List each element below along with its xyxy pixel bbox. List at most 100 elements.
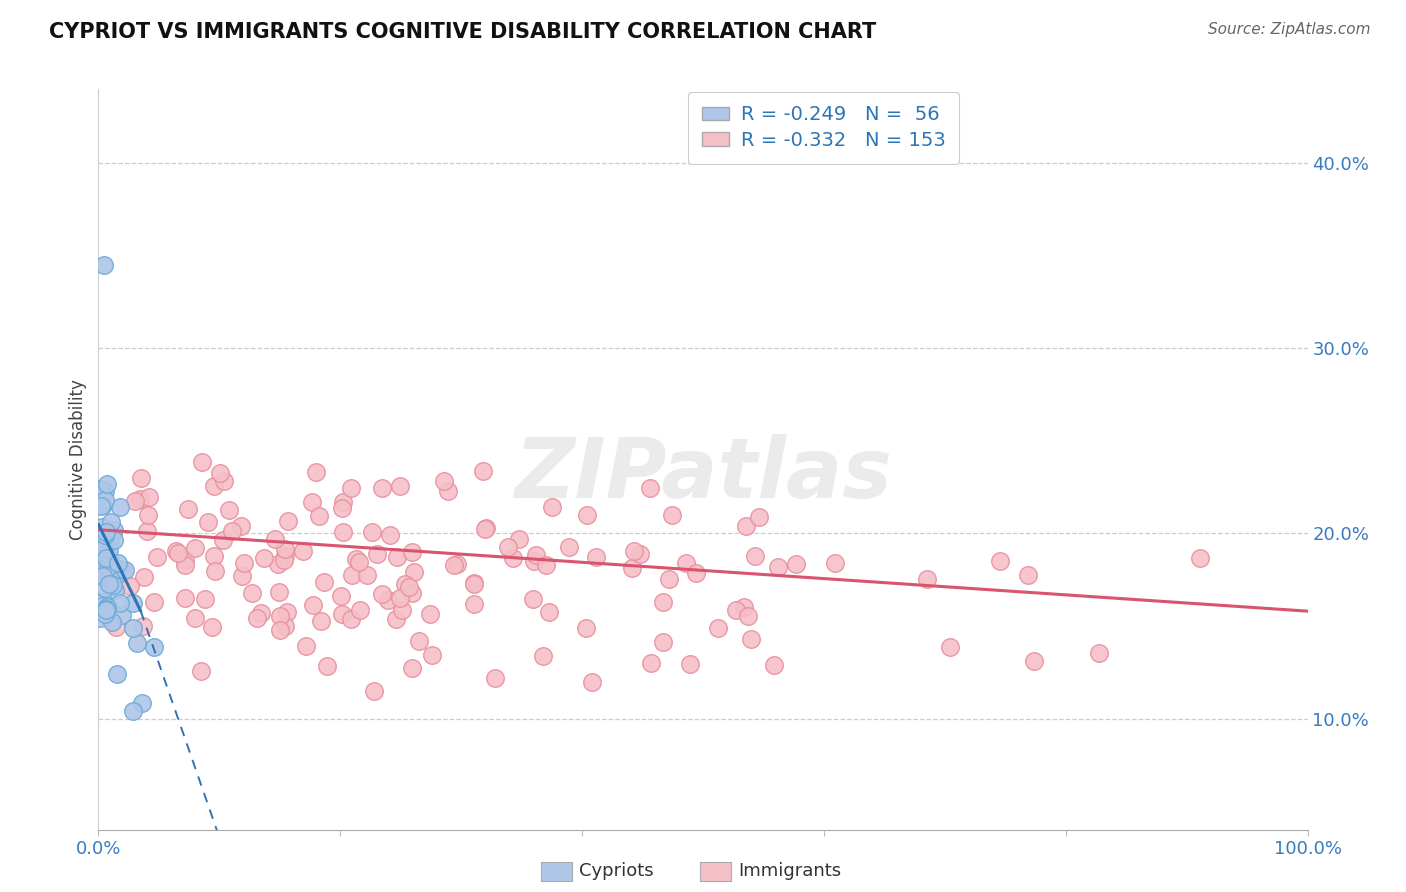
Point — [89, 482, 111, 496]
Point — [915, 573, 938, 587]
Point — [143, 595, 166, 609]
Point — [502, 550, 524, 565]
Point — [536, 558, 558, 572]
Point — [420, 648, 443, 662]
Point — [463, 576, 485, 591]
Point — [371, 587, 394, 601]
Point — [277, 514, 299, 528]
Point — [252, 550, 274, 565]
Point — [118, 579, 141, 593]
Point — [541, 500, 564, 514]
Point — [191, 455, 214, 469]
Point — [361, 524, 384, 539]
Point — [766, 559, 789, 574]
Point — [581, 674, 603, 689]
Point — [652, 595, 675, 609]
Point — [107, 556, 129, 570]
Point — [340, 567, 363, 582]
Point — [531, 649, 554, 664]
Point — [104, 582, 127, 597]
Point — [231, 568, 253, 582]
Text: Immigrants: Immigrants — [738, 863, 841, 880]
Point — [735, 519, 758, 533]
Point — [100, 615, 122, 630]
Point — [94, 493, 117, 508]
Text: Source: ZipAtlas.com: Source: ZipAtlas.com — [1208, 22, 1371, 37]
Point — [273, 553, 295, 567]
Point — [498, 541, 520, 555]
Point — [398, 580, 420, 594]
Point — [105, 566, 128, 581]
Point — [97, 531, 120, 545]
Point — [575, 508, 598, 522]
Point — [93, 541, 115, 556]
Point — [111, 564, 134, 578]
Point — [349, 603, 371, 617]
Point — [105, 620, 128, 634]
Point — [309, 614, 332, 628]
Point — [344, 552, 367, 566]
Point — [522, 591, 544, 606]
Point — [264, 532, 287, 546]
Point — [134, 570, 156, 584]
Point — [585, 549, 607, 564]
Point — [96, 602, 118, 616]
Point — [472, 464, 495, 478]
Point — [167, 545, 190, 559]
Point — [103, 533, 125, 547]
Point — [401, 586, 423, 600]
Point — [292, 544, 315, 558]
Point — [194, 591, 217, 606]
Point — [394, 577, 416, 591]
Point — [621, 561, 644, 575]
Point — [121, 621, 143, 635]
Point — [388, 479, 411, 493]
Point — [174, 591, 197, 606]
Point — [332, 495, 354, 509]
Point — [558, 541, 581, 555]
Point — [204, 564, 226, 578]
Point — [96, 601, 118, 615]
Point — [638, 481, 661, 495]
Point — [366, 547, 388, 561]
Point — [97, 560, 120, 574]
Point — [308, 508, 330, 523]
Point — [94, 528, 117, 542]
Point — [276, 605, 298, 619]
Point — [330, 500, 353, 515]
Point — [371, 481, 394, 495]
Point — [94, 550, 117, 565]
Point — [267, 557, 290, 571]
Point — [305, 466, 328, 480]
Point — [463, 597, 485, 611]
Point — [90, 599, 112, 614]
Point — [114, 563, 136, 577]
Point — [678, 657, 700, 672]
Point — [785, 557, 807, 571]
Point — [96, 547, 118, 561]
Text: Cypriots: Cypriots — [579, 863, 654, 880]
Point — [314, 574, 336, 589]
Point — [98, 543, 121, 558]
Point — [90, 561, 112, 575]
Point — [640, 657, 662, 671]
Point — [107, 562, 129, 576]
Point — [408, 633, 430, 648]
Point — [378, 528, 401, 542]
Point — [267, 585, 290, 599]
Point — [96, 549, 118, 564]
Point — [93, 595, 115, 609]
Point — [733, 599, 755, 614]
Point — [122, 704, 145, 718]
Point — [110, 500, 132, 514]
Point — [463, 576, 485, 591]
Y-axis label: Cognitive Disability: Cognitive Disability — [69, 379, 87, 540]
Point — [240, 585, 263, 599]
Point — [138, 490, 160, 504]
Point — [443, 558, 465, 572]
Point — [824, 556, 846, 570]
Point — [939, 640, 962, 655]
Point — [111, 608, 134, 623]
Point — [100, 515, 122, 529]
Point — [98, 525, 121, 540]
